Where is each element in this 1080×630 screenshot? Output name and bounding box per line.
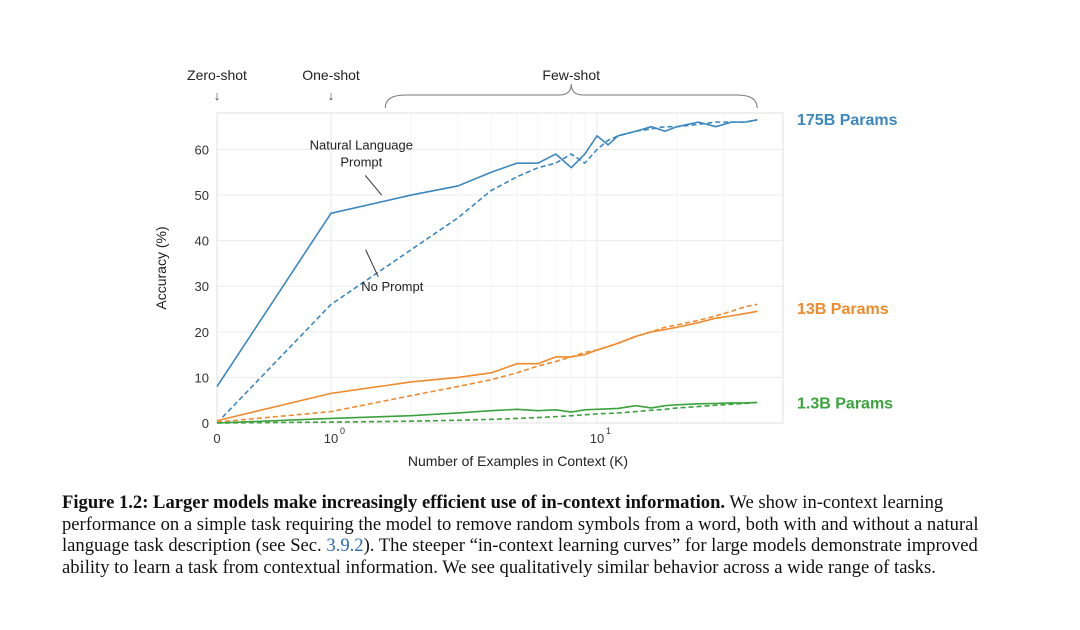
x-tick-label-1: 10 0 — [324, 426, 345, 446]
series-line-13b-paramsno-prompt — [216, 303, 758, 423]
regime-label-few-shot: Few-shot — [542, 67, 600, 83]
series-label-175b-params: 175B Params — [797, 112, 898, 129]
regime-label-zero-shot: Zero-shot — [187, 67, 247, 83]
caption-text-1: We show in-context learning performance … — [62, 492, 979, 556]
series-line-1-3b-paramsprompt — [216, 401, 758, 424]
caption-lead: Figure 1.2: Larger models make increasin… — [62, 492, 726, 513]
down-arrow-icon: ↓ — [328, 88, 335, 103]
y-tick-label-0: 0 — [202, 416, 209, 431]
annotation-natural-language-prompt: Natural Language Prompt — [310, 137, 413, 196]
down-arrow-icon: ↓ — [214, 88, 221, 103]
few-shot-brace — [384, 83, 758, 109]
figure-caption: Figure 1.2: Larger models make increasin… — [62, 492, 1022, 578]
y-tick-label-30: 30 — [195, 279, 209, 294]
series-line-175b-paramsno-prompt — [216, 119, 758, 424]
caption-text-2: ). The steeper “in-context learning curv… — [62, 535, 978, 578]
series-label-13b-params: 13B Params — [797, 301, 889, 318]
annotation-text: Prompt — [340, 154, 382, 169]
y-tick-label-20: 20 — [195, 325, 209, 340]
x-tick-base: 0 — [213, 431, 220, 446]
y-axis-label: Accuracy (%) — [153, 226, 169, 309]
x-tick-base: 10 — [324, 431, 338, 446]
series-line-175b-paramsprompt — [216, 119, 758, 387]
section-reference-link[interactable]: 3.9.2 — [326, 535, 364, 556]
annotation-text: Natural Language — [310, 137, 413, 152]
annotation-pointer — [364, 175, 383, 196]
y-tick-label-40: 40 — [195, 234, 209, 249]
plot-frame — [216, 112, 784, 424]
x-tick-sup: 0 — [340, 426, 345, 436]
y-tick-label-60: 60 — [195, 142, 209, 157]
annotation-text: No Prompt — [361, 279, 424, 294]
annotation-pointer — [365, 249, 379, 278]
y-tick-label-10: 10 — [195, 370, 209, 385]
annotation-no-prompt: No Prompt — [361, 249, 424, 294]
x-tick-sup: 1 — [606, 426, 611, 436]
series-label-1-3b-params: 1.3B Params — [797, 395, 893, 412]
x-tick-label-10: 10 1 — [590, 426, 611, 446]
x-axis-label: Number of Examples in Context (K) — [408, 453, 628, 469]
y-tick-label-50: 50 — [195, 188, 209, 203]
series-line-1-3b-paramsno-prompt — [216, 401, 758, 424]
x-tick-label-0: 0 — [213, 431, 220, 446]
x-tick-base: 10 — [590, 431, 604, 446]
regime-label-one-shot: One-shot — [302, 67, 360, 83]
